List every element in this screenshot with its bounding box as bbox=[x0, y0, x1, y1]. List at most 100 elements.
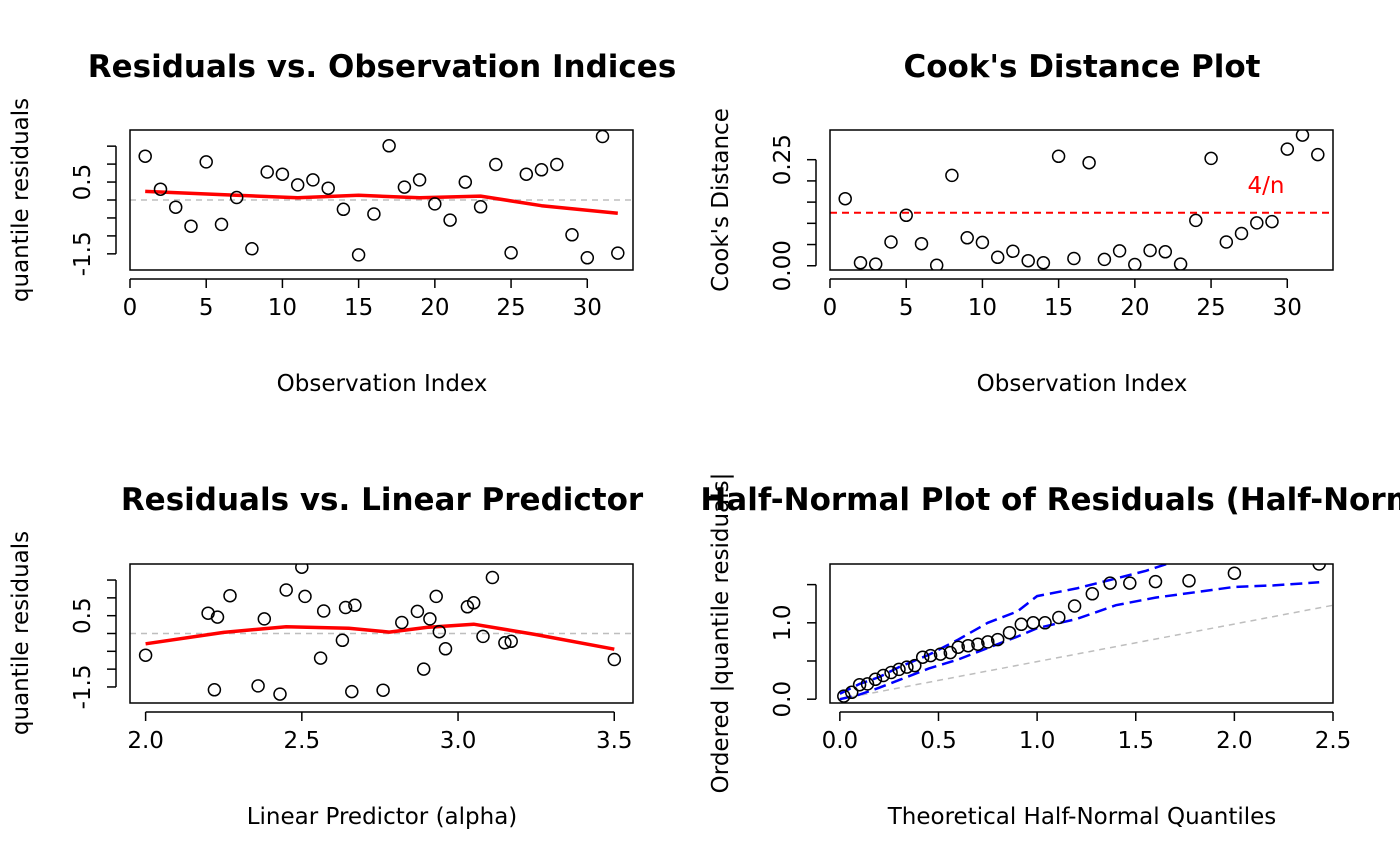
data-point bbox=[1085, 587, 1100, 601]
panel-title: Residuals vs. Linear Predictor bbox=[121, 482, 644, 518]
data-point bbox=[853, 256, 868, 270]
plot-frame bbox=[129, 129, 634, 271]
data-point bbox=[316, 604, 331, 618]
data-point bbox=[351, 248, 366, 262]
data-point bbox=[868, 672, 883, 687]
panel-title: Half-Normal Plot of Residuals (Half-Norm… bbox=[700, 482, 1400, 518]
data-point bbox=[273, 687, 287, 701]
data-point bbox=[1204, 151, 1218, 166]
data-point bbox=[876, 668, 891, 683]
data-point bbox=[1250, 216, 1264, 230]
x-tick-label: 2.5 bbox=[1315, 728, 1352, 754]
data-point bbox=[279, 583, 293, 597]
y-tick-label: 0.5 bbox=[70, 597, 96, 634]
x-tick-label: 5 bbox=[199, 295, 214, 321]
x-axis-label: Observation Index bbox=[277, 371, 488, 397]
data-point bbox=[476, 629, 490, 644]
data-point bbox=[336, 202, 351, 217]
data-point bbox=[428, 197, 442, 211]
data-point bbox=[489, 157, 503, 172]
reference-line bbox=[839, 604, 1333, 700]
data-point bbox=[153, 182, 168, 196]
data-point bbox=[981, 635, 995, 649]
y-tick-label: 0.25 bbox=[770, 134, 796, 185]
y-axis-label: Cook's Distance bbox=[708, 108, 734, 292]
data-point bbox=[565, 228, 579, 242]
data-point bbox=[607, 652, 622, 667]
data-point bbox=[321, 181, 335, 195]
data-point bbox=[1312, 564, 1326, 571]
data-point bbox=[138, 149, 152, 163]
data-point bbox=[852, 677, 867, 692]
data-point bbox=[1103, 576, 1117, 590]
data-point bbox=[908, 658, 922, 673]
data-point bbox=[1082, 155, 1096, 170]
data-point bbox=[1311, 147, 1325, 162]
data-point bbox=[1052, 610, 1066, 625]
data-point bbox=[290, 178, 305, 192]
data-point bbox=[1051, 149, 1066, 164]
y-tick-label: 0.5 bbox=[70, 164, 96, 201]
data-point bbox=[395, 615, 409, 630]
data-point bbox=[473, 200, 488, 214]
x-tick-label: 10 bbox=[968, 295, 997, 321]
data-point bbox=[210, 610, 225, 624]
x-tick-label: 20 bbox=[1120, 295, 1149, 321]
data-point bbox=[971, 637, 985, 651]
data-point bbox=[975, 235, 990, 250]
x-axis-label: Theoretical Half-Normal Quantiles bbox=[887, 804, 1277, 830]
panel-residuals-vs-index: Residuals vs. Observation Indices Observ… bbox=[8, 49, 676, 397]
data-point bbox=[595, 130, 610, 144]
data-point bbox=[201, 606, 215, 620]
plot-area bbox=[837, 564, 1333, 703]
data-point bbox=[1014, 617, 1029, 632]
data-point bbox=[295, 564, 309, 574]
y-tick-label: -1.5 bbox=[70, 665, 96, 710]
x-tick-label: 20 bbox=[420, 295, 449, 321]
data-point bbox=[338, 600, 353, 615]
x-tick-label: 10 bbox=[268, 295, 297, 321]
data-point bbox=[1021, 253, 1035, 268]
y-tick-label: 0.0 bbox=[770, 681, 796, 718]
smooth-line bbox=[145, 189, 618, 216]
plot-frame bbox=[829, 563, 1334, 704]
plot-area bbox=[130, 564, 633, 701]
data-point bbox=[899, 208, 913, 223]
data-point bbox=[1234, 226, 1249, 241]
data-point bbox=[498, 636, 512, 650]
data-point bbox=[1067, 599, 1082, 613]
data-point bbox=[306, 173, 320, 187]
data-point bbox=[199, 155, 213, 169]
x-tick-label: 0 bbox=[123, 295, 138, 321]
x-tick-label: 3.5 bbox=[596, 728, 633, 754]
data-point bbox=[1026, 616, 1040, 630]
data-point bbox=[1038, 616, 1052, 630]
data-point bbox=[1189, 213, 1203, 228]
envelope-upper bbox=[839, 564, 1171, 695]
data-point bbox=[1148, 574, 1163, 589]
data-point bbox=[275, 167, 290, 181]
data-point bbox=[504, 246, 518, 260]
data-point bbox=[138, 648, 153, 662]
data-point bbox=[214, 217, 229, 232]
data-point bbox=[423, 612, 437, 626]
data-point bbox=[207, 683, 222, 697]
data-point bbox=[534, 163, 549, 177]
plot-frame bbox=[129, 563, 634, 704]
data-point bbox=[837, 689, 851, 703]
data-point bbox=[933, 647, 948, 661]
data-point bbox=[519, 167, 534, 181]
threshold-label: 4/n bbox=[1247, 173, 1284, 199]
panel-half-normal-plot: Half-Normal Plot of Residuals (Half-Norm… bbox=[700, 473, 1400, 830]
x-axis-label: Observation Index bbox=[977, 371, 1188, 397]
data-point bbox=[257, 612, 272, 626]
data-point bbox=[868, 257, 883, 270]
x-tick-label: 25 bbox=[496, 295, 525, 321]
data-point bbox=[945, 168, 959, 183]
data-point bbox=[251, 679, 265, 693]
data-point bbox=[466, 596, 481, 610]
data-point bbox=[1280, 142, 1295, 156]
data-point bbox=[990, 632, 1005, 647]
data-point bbox=[1265, 214, 1279, 229]
